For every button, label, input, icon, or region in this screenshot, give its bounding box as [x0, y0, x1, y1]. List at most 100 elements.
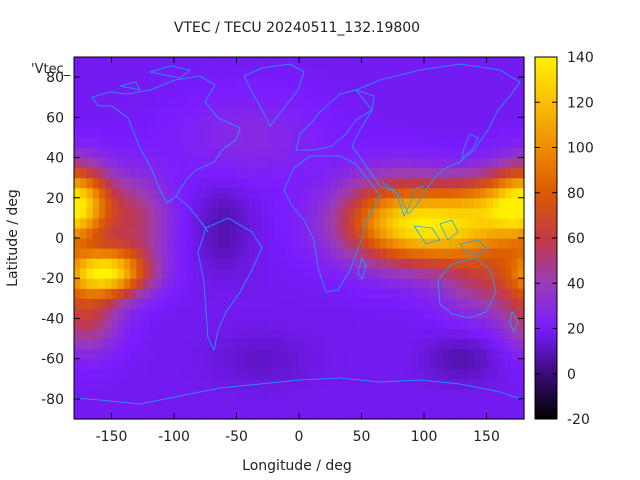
heatmap-cell — [236, 57, 244, 68]
heatmap-cell — [399, 67, 406, 78]
heatmap-cell — [136, 227, 144, 239]
heatmap-cell — [305, 278, 313, 289]
heatmap-cell — [111, 147, 119, 159]
heatmap-cell — [436, 308, 444, 320]
heatmap-cell — [211, 137, 219, 149]
heatmap-cell — [292, 117, 300, 128]
heatmap-cell — [167, 308, 175, 320]
heatmap-cell — [480, 207, 488, 219]
heatmap-cell — [411, 368, 419, 380]
heatmap-cell — [455, 358, 463, 370]
heatmap-cell — [111, 177, 119, 189]
heatmap-cell — [111, 358, 119, 370]
heatmap-cell — [386, 288, 394, 299]
heatmap-cell — [236, 348, 244, 360]
heatmap-cell — [392, 378, 400, 390]
heatmap-cell — [399, 278, 406, 289]
heatmap-cell — [86, 258, 94, 269]
heatmap-cell — [174, 258, 181, 269]
heatmap-cell — [499, 298, 506, 309]
heatmap-cell — [361, 177, 369, 189]
heatmap-cell — [142, 288, 150, 299]
heatmap-cell — [130, 348, 138, 360]
heatmap-cell — [136, 117, 144, 128]
heatmap-cell — [261, 137, 269, 149]
heatmap-cell — [99, 238, 106, 249]
heatmap-cell — [317, 97, 325, 108]
heatmap-cell — [330, 318, 338, 330]
heatmap-cell — [467, 207, 475, 219]
heatmap-cell — [167, 368, 175, 380]
heatmap-cell — [105, 238, 113, 249]
heatmap-cell — [330, 348, 338, 360]
heatmap-cell — [205, 308, 213, 320]
heatmap-cell — [161, 318, 169, 330]
heatmap-cell — [336, 398, 344, 410]
heatmap-cell — [386, 57, 394, 68]
heatmap-cell — [380, 227, 388, 239]
heatmap-cell — [499, 348, 506, 360]
x-tick-label: -50 — [225, 429, 248, 445]
heatmap-cell — [367, 137, 375, 149]
heatmap-cell — [255, 137, 263, 149]
colorbar-tick-label: 40 — [567, 276, 585, 292]
heatmap-cell — [242, 328, 250, 340]
heatmap-cell — [442, 288, 450, 299]
heatmap-cell — [336, 77, 344, 88]
heatmap-cell — [167, 117, 175, 128]
heatmap-cell — [305, 328, 313, 340]
heatmap-cell — [411, 238, 419, 249]
heatmap-cell — [205, 378, 213, 390]
heatmap-cell — [511, 338, 519, 350]
heatmap-cell — [99, 358, 106, 370]
heatmap-cell — [224, 238, 231, 249]
heatmap-cell — [505, 77, 513, 88]
heatmap-cell — [274, 97, 281, 108]
heatmap-cell — [505, 388, 513, 400]
heatmap-cell — [386, 268, 394, 279]
heatmap-cell — [517, 217, 525, 229]
heatmap-cell — [149, 308, 156, 320]
heatmap-cell — [317, 207, 325, 219]
heatmap-cell — [361, 57, 369, 68]
heatmap-cell — [74, 107, 81, 118]
heatmap-cell — [230, 117, 238, 128]
heatmap-cell — [92, 348, 100, 360]
heatmap-cell — [261, 358, 269, 370]
heatmap-cell — [267, 207, 275, 219]
colorbar-tick-label: 140 — [567, 50, 594, 66]
heatmap-cell — [492, 207, 500, 219]
heatmap-cell — [342, 278, 350, 289]
heatmap-cell — [274, 378, 281, 390]
heatmap-cell — [136, 278, 144, 289]
heatmap-cell — [417, 268, 425, 279]
heatmap-cell — [167, 137, 175, 149]
heatmap-cell — [267, 97, 275, 108]
heatmap-cell — [336, 298, 344, 309]
heatmap-cell — [174, 368, 181, 380]
heatmap-cell — [117, 127, 125, 139]
heatmap-cell — [467, 368, 475, 380]
heatmap-cell — [261, 57, 269, 68]
heatmap-cell — [124, 358, 131, 370]
heatmap-cell — [405, 308, 413, 320]
heatmap-cell — [361, 298, 369, 309]
heatmap-cell — [305, 207, 313, 219]
heatmap-cell — [511, 278, 519, 289]
heatmap-cell — [105, 157, 113, 169]
heatmap-cell — [480, 117, 488, 128]
heatmap-cell — [136, 298, 144, 309]
heatmap-cell — [111, 338, 119, 350]
heatmap-cell — [499, 127, 506, 139]
heatmap-cell — [442, 147, 450, 159]
colorbar-tick-label: 80 — [567, 186, 585, 202]
heatmap-cell — [286, 97, 294, 108]
heatmap-cell — [155, 87, 163, 98]
heatmap-cell — [192, 187, 200, 199]
heatmap-cell — [180, 318, 188, 330]
heatmap-cell — [286, 278, 294, 289]
heatmap-cell — [374, 378, 381, 390]
heatmap-cell — [205, 77, 213, 88]
heatmap-cell — [242, 77, 250, 88]
heatmap-cell — [461, 207, 469, 219]
